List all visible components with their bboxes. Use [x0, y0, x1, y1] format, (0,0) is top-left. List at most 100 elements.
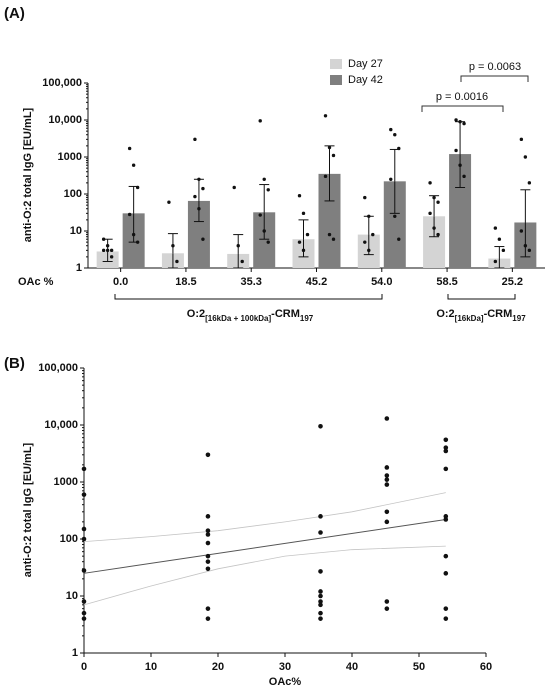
data-point: [393, 133, 397, 137]
data-point: [331, 153, 336, 158]
legend-swatch: [330, 59, 342, 69]
bar: [187, 200, 210, 268]
data-point: [367, 214, 371, 218]
data-point: [135, 240, 140, 244]
data-point: [240, 259, 244, 264]
x-tick-label: 58.5: [436, 276, 457, 288]
data-point: [367, 248, 371, 253]
data-point: [443, 448, 449, 454]
data-point: [205, 532, 211, 537]
x-tick-label: 20: [212, 661, 224, 673]
data-point: [318, 602, 323, 608]
data-point: [301, 248, 306, 253]
data-point: [205, 540, 211, 546]
data-point: [193, 194, 197, 199]
data-point: [81, 526, 87, 532]
data-point: [236, 244, 240, 248]
data-point: [384, 599, 390, 604]
data-point: [131, 232, 136, 237]
x-tick-label: 54.0: [371, 276, 392, 288]
data-point: [109, 248, 114, 253]
group-bracket: [447, 294, 516, 300]
x-tick-label: 45.2: [306, 276, 327, 288]
data-point: [384, 509, 390, 515]
data-point: [297, 193, 302, 198]
data-point: [135, 185, 140, 190]
data-point: [81, 610, 87, 616]
data-point: [384, 519, 390, 525]
data-point: [363, 195, 367, 200]
data-point: [105, 244, 110, 248]
x-tick-label: 35.3: [241, 276, 262, 288]
data-point: [262, 229, 266, 233]
x-tick-label: 10: [145, 661, 157, 673]
data-point: [318, 593, 323, 599]
data-point: [318, 616, 323, 621]
data-point: [523, 244, 528, 248]
data-point: [389, 127, 393, 132]
data-point: [318, 423, 323, 429]
p-value: p = 0.0016: [436, 91, 488, 103]
data-point: [493, 226, 498, 230]
data-point: [175, 259, 179, 264]
data-point: [205, 559, 211, 564]
data-point: [318, 610, 323, 616]
data-point: [81, 568, 87, 573]
data-point: [258, 119, 262, 123]
y-tick-label: 100: [64, 188, 82, 200]
data-point: [384, 606, 390, 611]
data-point: [432, 195, 436, 200]
data-point: [205, 616, 211, 621]
x-axis-label: OAc %: [18, 276, 54, 288]
data-point: [527, 248, 532, 253]
data-point: [384, 482, 390, 487]
data-point: [384, 465, 390, 470]
data-point: [101, 237, 106, 241]
data-point: [458, 119, 462, 124]
data-point: [519, 137, 524, 142]
data-point: [318, 514, 323, 519]
fit-line: [83, 492, 446, 543]
bar: [318, 173, 341, 268]
data-point: [323, 114, 328, 118]
bar: [383, 181, 406, 268]
data-point: [443, 571, 449, 576]
data-point: [81, 536, 87, 542]
data-point: [127, 146, 132, 151]
y-tick-label: 10,000: [44, 419, 78, 431]
data-point: [443, 445, 449, 450]
x-tick-label: 18.5: [175, 276, 196, 288]
data-point: [262, 177, 266, 181]
data-point: [397, 146, 401, 151]
data-point: [167, 200, 171, 204]
data-point: [443, 616, 449, 621]
y-tick-label: 100,000: [38, 362, 78, 374]
x-tick-label: 25.2: [502, 276, 523, 288]
data-point: [197, 207, 201, 211]
y-tick-label: 100,000: [42, 77, 82, 89]
significance-bracket: [460, 75, 529, 82]
data-point: [318, 530, 323, 535]
data-point: [131, 163, 136, 167]
data-point: [318, 599, 323, 604]
data-point: [384, 477, 390, 482]
data-point: [462, 121, 466, 126]
fit-line: [83, 545, 446, 606]
group-bracket: [114, 294, 383, 300]
data-point: [323, 174, 328, 179]
data-point: [389, 177, 393, 181]
y-tick-label: 1: [76, 262, 82, 274]
bar: [423, 216, 446, 268]
y-tick-label: 1000: [54, 476, 78, 488]
data-point: [101, 248, 106, 253]
data-point: [436, 232, 440, 237]
data-point: [432, 226, 436, 230]
data-point: [393, 214, 397, 218]
data-point: [443, 517, 449, 522]
data-point: [428, 211, 432, 216]
data-point: [458, 163, 462, 167]
panel-title: (B): [4, 355, 25, 372]
data-point: [205, 528, 211, 533]
data-point: [301, 211, 306, 216]
